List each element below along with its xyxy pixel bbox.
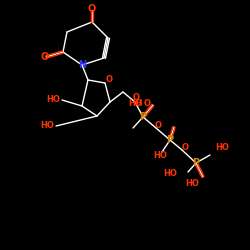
Text: HO: HO — [128, 98, 142, 108]
Text: N: N — [78, 60, 86, 70]
Text: O: O — [144, 100, 151, 108]
Text: HO: HO — [185, 178, 199, 188]
Text: P: P — [140, 112, 146, 122]
Text: O: O — [132, 94, 140, 102]
Text: H: H — [136, 100, 142, 108]
Text: HO: HO — [40, 122, 54, 130]
Text: O: O — [41, 52, 49, 62]
Text: O: O — [154, 120, 162, 130]
Text: P: P — [166, 135, 173, 145]
Text: HO: HO — [153, 150, 167, 160]
Text: O: O — [88, 4, 96, 14]
Text: O: O — [182, 144, 188, 152]
Text: HO: HO — [163, 170, 177, 178]
Text: P: P — [192, 158, 200, 168]
Text: HO: HO — [215, 144, 229, 152]
Text: HO: HO — [46, 94, 60, 104]
Text: O: O — [106, 76, 112, 84]
